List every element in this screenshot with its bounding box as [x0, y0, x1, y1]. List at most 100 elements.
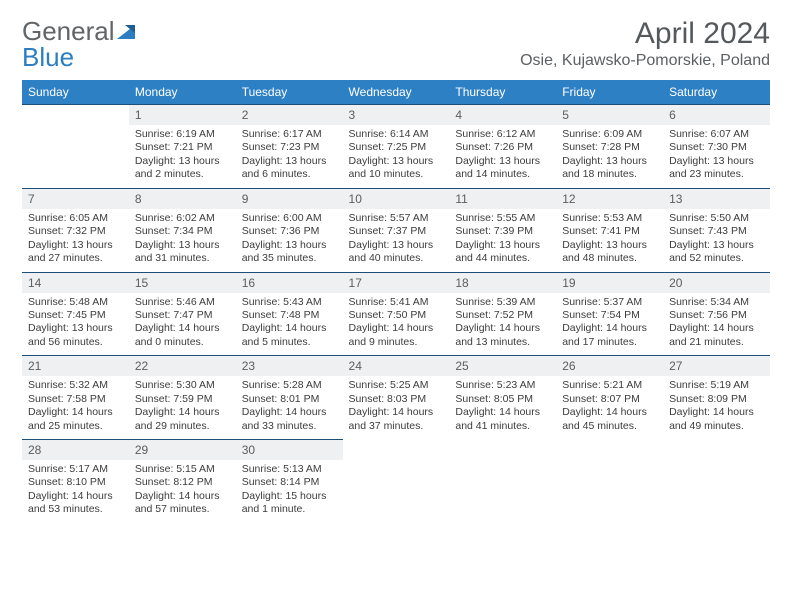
day-details: Sunrise: 6:19 AMSunset: 7:21 PMDaylight:… [129, 125, 236, 188]
sunrise-line: Sunrise: 5:15 AM [135, 463, 230, 476]
calendar-cell: 26Sunrise: 5:21 AMSunset: 8:07 PMDayligh… [556, 355, 663, 439]
blank-leading-cell [22, 104, 129, 125]
day-number: 11 [449, 188, 556, 209]
day-number: 25 [449, 355, 556, 376]
sunset-line: Sunset: 8:09 PM [669, 393, 764, 406]
day-number: 30 [236, 439, 343, 460]
day-number: 3 [343, 104, 450, 125]
logo-glyph-icon [117, 18, 139, 44]
day-details: Sunrise: 5:23 AMSunset: 8:05 PMDaylight:… [449, 376, 556, 439]
location-subtitle: Osie, Kujawsko-Pomorskie, Poland [520, 52, 770, 70]
daylight-line: Daylight: 14 hours and 25 minutes. [28, 406, 123, 433]
calendar-cell: 12Sunrise: 5:53 AMSunset: 7:41 PMDayligh… [556, 188, 663, 272]
daylight-line: Daylight: 13 hours and 27 minutes. [28, 239, 123, 266]
calendar-cell: 16Sunrise: 5:43 AMSunset: 7:48 PMDayligh… [236, 272, 343, 356]
day-details: Sunrise: 5:30 AMSunset: 7:59 PMDaylight:… [129, 376, 236, 439]
sunrise-line: Sunrise: 6:05 AM [28, 212, 123, 225]
daylight-line: Daylight: 13 hours and 44 minutes. [455, 239, 550, 266]
sunrise-line: Sunrise: 5:57 AM [349, 212, 444, 225]
day-number: 13 [663, 188, 770, 209]
blank-cell-body [22, 125, 129, 178]
day-details: Sunrise: 5:13 AMSunset: 8:14 PMDaylight:… [236, 460, 343, 523]
daylight-line: Daylight: 14 hours and 9 minutes. [349, 322, 444, 349]
calendar-cell: 4Sunrise: 6:12 AMSunset: 7:26 PMDaylight… [449, 104, 556, 188]
day-number: 10 [343, 188, 450, 209]
sunset-line: Sunset: 8:14 PM [242, 476, 337, 489]
day-number: 14 [22, 272, 129, 293]
daylight-line: Daylight: 15 hours and 1 minute. [242, 490, 337, 517]
day-number: 18 [449, 272, 556, 293]
sunset-line: Sunset: 8:12 PM [135, 476, 230, 489]
sunrise-line: Sunrise: 5:37 AM [562, 296, 657, 309]
daylight-line: Daylight: 13 hours and 6 minutes. [242, 155, 337, 182]
day-details: Sunrise: 6:12 AMSunset: 7:26 PMDaylight:… [449, 125, 556, 188]
calendar-week-row: 14Sunrise: 5:48 AMSunset: 7:45 PMDayligh… [22, 272, 770, 356]
daylight-line: Daylight: 14 hours and 37 minutes. [349, 406, 444, 433]
sunrise-line: Sunrise: 5:19 AM [669, 379, 764, 392]
sunset-line: Sunset: 7:37 PM [349, 225, 444, 238]
day-number: 15 [129, 272, 236, 293]
day-details: Sunrise: 5:34 AMSunset: 7:56 PMDaylight:… [663, 293, 770, 356]
day-number: 16 [236, 272, 343, 293]
logo-word-b: Blue [22, 42, 74, 72]
calendar-cell: 29Sunrise: 5:15 AMSunset: 8:12 PMDayligh… [129, 439, 236, 523]
sunset-line: Sunset: 7:23 PM [242, 141, 337, 154]
sunrise-line: Sunrise: 5:32 AM [28, 379, 123, 392]
day-details: Sunrise: 5:15 AMSunset: 8:12 PMDaylight:… [129, 460, 236, 523]
sunrise-line: Sunrise: 6:14 AM [349, 128, 444, 141]
day-details: Sunrise: 6:07 AMSunset: 7:30 PMDaylight:… [663, 125, 770, 188]
sunset-line: Sunset: 7:52 PM [455, 309, 550, 322]
day-details: Sunrise: 5:46 AMSunset: 7:47 PMDaylight:… [129, 293, 236, 356]
sunrise-line: Sunrise: 6:00 AM [242, 212, 337, 225]
calendar-cell: 30Sunrise: 5:13 AMSunset: 8:14 PMDayligh… [236, 439, 343, 523]
calendar-cell: 20Sunrise: 5:34 AMSunset: 7:56 PMDayligh… [663, 272, 770, 356]
sunset-line: Sunset: 7:26 PM [455, 141, 550, 154]
day-details: Sunrise: 5:41 AMSunset: 7:50 PMDaylight:… [343, 293, 450, 356]
day-details: Sunrise: 5:43 AMSunset: 7:48 PMDaylight:… [236, 293, 343, 356]
daylight-line: Daylight: 13 hours and 35 minutes. [242, 239, 337, 266]
sunset-line: Sunset: 8:01 PM [242, 393, 337, 406]
sunrise-line: Sunrise: 5:13 AM [242, 463, 337, 476]
calendar-cell: 24Sunrise: 5:25 AMSunset: 8:03 PMDayligh… [343, 355, 450, 439]
day-details: Sunrise: 6:02 AMSunset: 7:34 PMDaylight:… [129, 209, 236, 272]
sunrise-line: Sunrise: 5:39 AM [455, 296, 550, 309]
sunset-line: Sunset: 7:58 PM [28, 393, 123, 406]
calendar-table: SundayMondayTuesdayWednesdayThursdayFrid… [22, 80, 770, 523]
calendar-cell: 2Sunrise: 6:17 AMSunset: 7:23 PMDaylight… [236, 104, 343, 188]
day-number: 4 [449, 104, 556, 125]
day-details: Sunrise: 6:17 AMSunset: 7:23 PMDaylight:… [236, 125, 343, 188]
day-number: 29 [129, 439, 236, 460]
sunset-line: Sunset: 7:32 PM [28, 225, 123, 238]
calendar-cell: 14Sunrise: 5:48 AMSunset: 7:45 PMDayligh… [22, 272, 129, 356]
daylight-line: Daylight: 14 hours and 29 minutes. [135, 406, 230, 433]
day-details: Sunrise: 5:57 AMSunset: 7:37 PMDaylight:… [343, 209, 450, 272]
daylight-line: Daylight: 13 hours and 48 minutes. [562, 239, 657, 266]
day-number: 6 [663, 104, 770, 125]
daylight-line: Daylight: 14 hours and 49 minutes. [669, 406, 764, 433]
sunset-line: Sunset: 8:05 PM [455, 393, 550, 406]
header: General Blue April 2024 Osie, Kujawsko-P… [22, 18, 770, 70]
daylight-line: Daylight: 14 hours and 57 minutes. [135, 490, 230, 517]
calendar-cell: 18Sunrise: 5:39 AMSunset: 7:52 PMDayligh… [449, 272, 556, 356]
sunset-line: Sunset: 7:48 PM [242, 309, 337, 322]
day-number: 2 [236, 104, 343, 125]
day-details: Sunrise: 5:21 AMSunset: 8:07 PMDaylight:… [556, 376, 663, 439]
day-details: Sunrise: 5:25 AMSunset: 8:03 PMDaylight:… [343, 376, 450, 439]
daylight-line: Daylight: 14 hours and 21 minutes. [669, 322, 764, 349]
calendar-week-row: 7Sunrise: 6:05 AMSunset: 7:32 PMDaylight… [22, 188, 770, 272]
sunrise-line: Sunrise: 6:12 AM [455, 128, 550, 141]
sunrise-line: Sunrise: 5:43 AM [242, 296, 337, 309]
calendar-cell: 10Sunrise: 5:57 AMSunset: 7:37 PMDayligh… [343, 188, 450, 272]
day-number: 1 [129, 104, 236, 125]
sunrise-line: Sunrise: 5:46 AM [135, 296, 230, 309]
day-number: 27 [663, 355, 770, 376]
day-details: Sunrise: 5:37 AMSunset: 7:54 PMDaylight:… [556, 293, 663, 356]
daylight-line: Daylight: 14 hours and 17 minutes. [562, 322, 657, 349]
sunset-line: Sunset: 7:30 PM [669, 141, 764, 154]
sunset-line: Sunset: 7:21 PM [135, 141, 230, 154]
weekday-header: Wednesday [343, 80, 450, 104]
sunrise-line: Sunrise: 5:21 AM [562, 379, 657, 392]
day-number: 17 [343, 272, 450, 293]
day-number: 24 [343, 355, 450, 376]
calendar-page: General Blue April 2024 Osie, Kujawsko-P… [0, 0, 792, 541]
